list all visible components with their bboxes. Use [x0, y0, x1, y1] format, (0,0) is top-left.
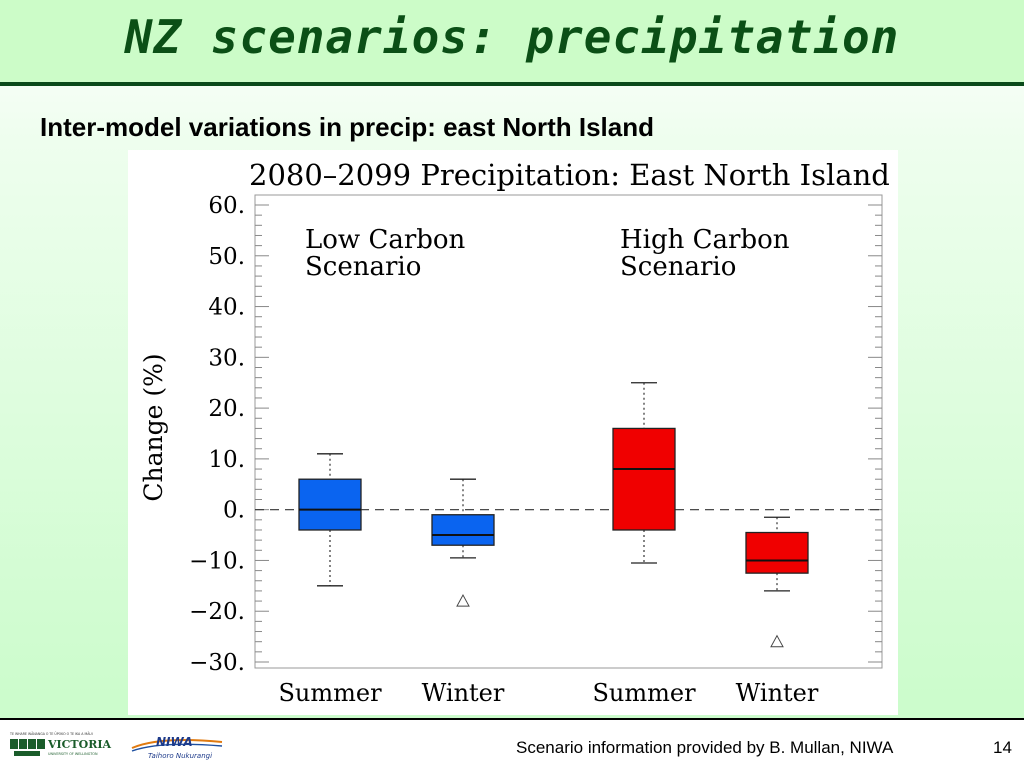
slide-title: NZ scenarios: precipitation	[124, 10, 900, 64]
chart-title: 2080–2099 Precipitation: East North Isla…	[249, 158, 890, 192]
niwa-logo: NIWA Taihoro Nukurangi	[131, 735, 223, 760]
y-tick-label: 30.	[208, 345, 245, 371]
x-category-label: Summer	[278, 679, 382, 707]
box-high-carbon-winter	[745, 531, 809, 574]
chart-panel: 2080–2099 Precipitation: East North Isla…	[128, 150, 898, 715]
group-label: Scenario	[305, 252, 421, 282]
logo-niwa-text: NIWA	[156, 735, 193, 749]
y-tick-label: −10.	[189, 548, 245, 574]
y-tick-label: 60.	[208, 193, 245, 219]
slide-subtitle: Inter-model variations in precip: east N…	[40, 112, 655, 142]
title-bar: NZ scenarios: precipitation	[0, 0, 1024, 86]
box-plot-chart: 2080–2099 Precipitation: East North Isla…	[139, 158, 890, 707]
x-category-label: Winter	[736, 679, 819, 707]
plot-frame	[254, 194, 883, 669]
footer: TE WHARE WĀNANGA O TE ŪPOKO O TE IKA A M…	[0, 718, 1024, 768]
group-label: Low Carbon	[305, 225, 466, 255]
box-high-carbon-summer	[612, 427, 676, 531]
y-tick-label: −30.	[189, 650, 245, 676]
group-label: Scenario	[620, 252, 736, 282]
logo-victoria-text: VICTORIA	[47, 738, 111, 751]
footer-credit: Scenario information provided by B. Mull…	[516, 738, 894, 757]
logo-victoria-motto: TE WHARE WĀNANGA O TE ŪPOKO O TE IKA A M…	[9, 731, 93, 736]
group-label: High Carbon	[620, 225, 790, 255]
y-tick-label: 50.	[208, 244, 245, 270]
outlier-marker	[456, 594, 470, 607]
page-number: 14	[993, 738, 1012, 757]
y-axis-label: Change (%)	[139, 353, 168, 501]
logo-niwa-subtext: Taihoro Nukurangi	[148, 752, 212, 760]
victoria-university-logo: TE WHARE WĀNANGA O TE ŪPOKO O TE IKA A M…	[9, 731, 111, 756]
y-tick-label: −20.	[189, 599, 245, 625]
x-category-label: Summer	[592, 679, 696, 707]
y-tick-label: 40.	[208, 295, 245, 321]
outlier-marker	[770, 634, 784, 648]
y-tick-label: 20.	[208, 396, 245, 422]
logo-victoria-subtext: UNIVERSITY OF WELLINGTON	[48, 752, 98, 756]
x-category-label: Winter	[422, 679, 505, 707]
box-low-carbon-winter	[431, 514, 495, 546]
y-tick-label: 10.	[208, 447, 245, 473]
y-tick-label: 0.	[223, 498, 245, 524]
box-low-carbon-summer	[298, 478, 362, 531]
